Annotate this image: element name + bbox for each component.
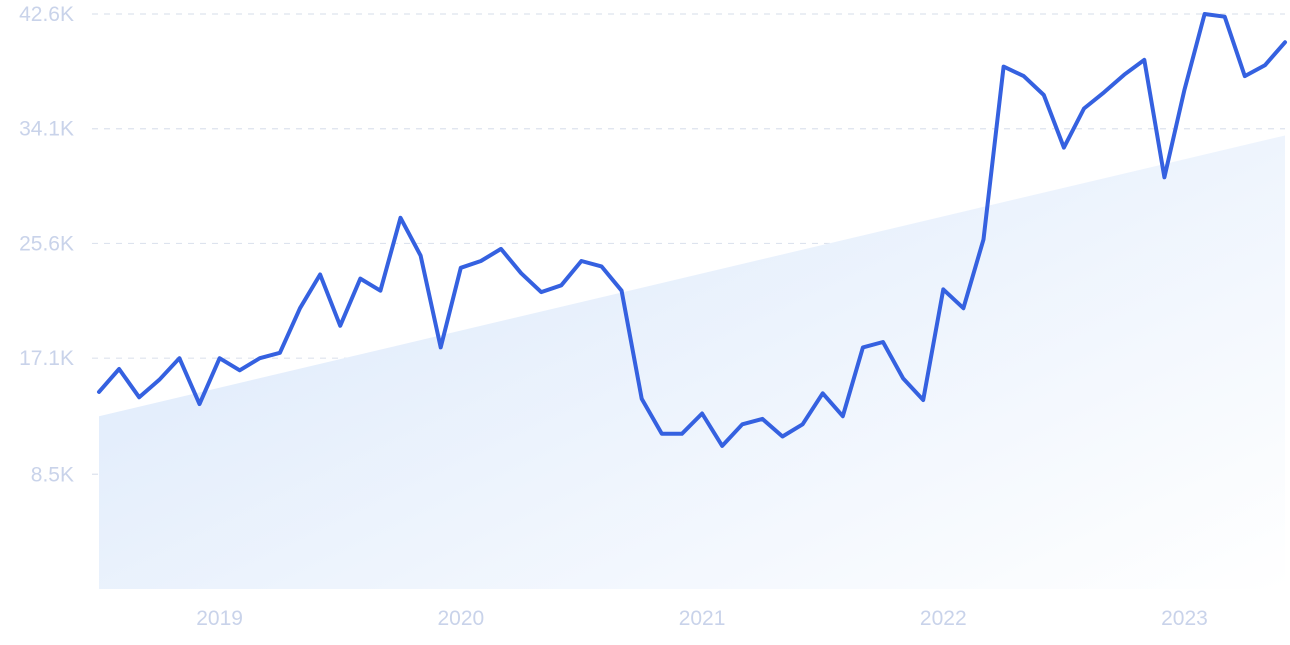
x-tick-label: 2019 bbox=[196, 607, 243, 630]
x-axis-ticks: 2019 2020 2021 2022 2023 bbox=[196, 607, 1208, 630]
y-tick-label: 25.6K bbox=[19, 232, 74, 255]
x-tick-label: 2022 bbox=[920, 607, 967, 630]
x-tick-label: 2020 bbox=[437, 607, 484, 630]
x-tick-label: 2023 bbox=[1161, 607, 1208, 630]
trend-area-layer bbox=[99, 135, 1285, 589]
y-tick-label: 8.5K bbox=[31, 463, 74, 486]
y-tick-label: 17.1K bbox=[19, 347, 74, 370]
y-axis-ticks: 8.5K 17.1K 25.6K 34.1K 42.6K bbox=[19, 3, 74, 486]
series-line bbox=[97, 12, 1287, 448]
x-tick-label: 2021 bbox=[679, 607, 726, 630]
trend-area bbox=[99, 135, 1285, 589]
series-line-layer bbox=[97, 12, 1287, 448]
y-tick-label: 42.6K bbox=[19, 3, 74, 26]
y-tick-label: 34.1K bbox=[19, 118, 74, 141]
